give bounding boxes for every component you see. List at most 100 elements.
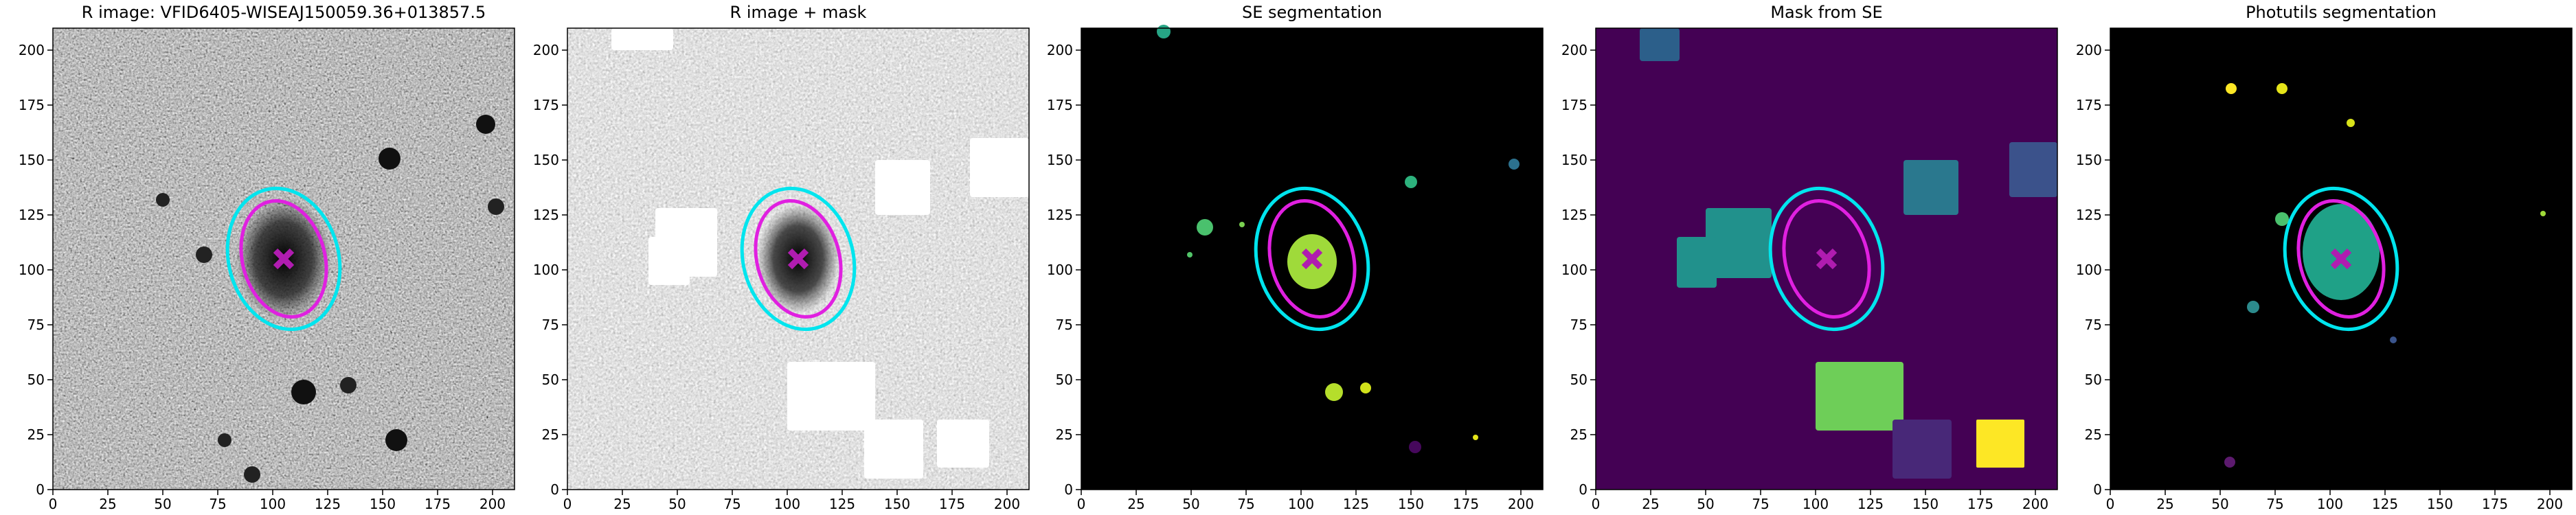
y-tick-label: 100 bbox=[1047, 262, 1073, 278]
y-tick-label: 75 bbox=[1056, 317, 1073, 333]
x-tick-label: 200 bbox=[2537, 496, 2563, 512]
axes-frame bbox=[2110, 27, 2573, 490]
panel-image bbox=[1596, 28, 2057, 490]
y-tick-label: 175 bbox=[19, 97, 45, 113]
x-tick-label: 25 bbox=[1127, 496, 1144, 512]
x-tick-label: 50 bbox=[154, 496, 171, 512]
x-tick-label: 200 bbox=[994, 496, 1020, 512]
x-tick-label: 0 bbox=[563, 496, 572, 512]
x-tick-label: 50 bbox=[2211, 496, 2228, 512]
y-tick-label: 0 bbox=[36, 481, 45, 498]
y-tick-label: 150 bbox=[1047, 152, 1073, 168]
y-tick-label: 25 bbox=[542, 426, 559, 443]
axes-frame bbox=[1595, 27, 2058, 490]
y-tick-label: 150 bbox=[2076, 152, 2102, 168]
panel-image bbox=[1081, 25, 1543, 490]
x-tick-label: 50 bbox=[1182, 496, 1199, 512]
x-tick-label: 75 bbox=[2266, 496, 2283, 512]
x-tick-label: 125 bbox=[1343, 496, 1369, 512]
panel-title: Photutils segmentation bbox=[2246, 3, 2437, 22]
y-tick-label: 25 bbox=[1570, 426, 1588, 443]
y-tick-label: 0 bbox=[2093, 481, 2102, 498]
y-tick-label: 0 bbox=[1579, 481, 1588, 498]
x-tick-label: 25 bbox=[2156, 496, 2173, 512]
panel-image bbox=[53, 28, 515, 490]
y-tick-label: 50 bbox=[542, 371, 559, 388]
x-tick-label: 0 bbox=[1077, 496, 1086, 512]
y-tick-label: 175 bbox=[533, 97, 559, 113]
x-tick-label: 75 bbox=[723, 496, 741, 512]
x-tick-label: 25 bbox=[613, 496, 631, 512]
y-tick-label: 50 bbox=[1056, 371, 1073, 388]
axes-frame bbox=[52, 27, 515, 490]
panel-title: Mask from SE bbox=[1770, 3, 1882, 22]
panel-title: R image: VFID6405-WISEAJ150059.36+013857… bbox=[82, 3, 486, 22]
x-tick-label: 75 bbox=[1237, 496, 1254, 512]
y-tick-label: 125 bbox=[1047, 207, 1073, 223]
y-tick-label: 200 bbox=[1047, 42, 1073, 58]
y-tick-label: 100 bbox=[2076, 262, 2102, 278]
x-tick-label: 0 bbox=[1592, 496, 1601, 512]
x-tick-label: 200 bbox=[479, 496, 506, 512]
panel-title: SE segmentation bbox=[1242, 3, 1382, 22]
y-tick-label: 200 bbox=[2076, 42, 2102, 58]
y-tick-label: 150 bbox=[1561, 152, 1588, 168]
x-tick-label: 175 bbox=[425, 496, 451, 512]
y-tick-label: 75 bbox=[542, 317, 559, 333]
x-tick-label: 0 bbox=[2106, 496, 2115, 512]
y-tick-label: 25 bbox=[27, 426, 45, 443]
x-tick-label: 50 bbox=[668, 496, 686, 512]
x-tick-label: 25 bbox=[1642, 496, 1659, 512]
y-tick-label: 50 bbox=[1570, 371, 1588, 388]
y-tick-label: 125 bbox=[19, 207, 45, 223]
y-tick-label: 75 bbox=[1570, 317, 1588, 333]
x-tick-label: 125 bbox=[1857, 496, 1884, 512]
x-tick-label: 175 bbox=[939, 496, 965, 512]
y-tick-label: 0 bbox=[1064, 481, 1073, 498]
y-tick-label: 75 bbox=[27, 317, 45, 333]
y-tick-label: 125 bbox=[533, 207, 559, 223]
x-tick-label: 150 bbox=[884, 496, 910, 512]
x-tick-label: 125 bbox=[315, 496, 341, 512]
panel-title: R image + mask bbox=[730, 3, 867, 22]
x-tick-label: 100 bbox=[260, 496, 286, 512]
y-tick-label: 50 bbox=[2085, 371, 2102, 388]
x-tick-label: 150 bbox=[1398, 496, 1424, 512]
x-tick-label: 75 bbox=[1752, 496, 1769, 512]
y-tick-label: 175 bbox=[2076, 97, 2102, 113]
axes-frame bbox=[567, 27, 1030, 490]
x-tick-label: 125 bbox=[829, 496, 855, 512]
y-tick-label: 175 bbox=[1561, 97, 1588, 113]
x-tick-label: 25 bbox=[99, 496, 116, 512]
x-tick-label: 150 bbox=[370, 496, 396, 512]
y-tick-label: 50 bbox=[27, 371, 45, 388]
y-tick-label: 100 bbox=[533, 262, 559, 278]
y-tick-label: 25 bbox=[1056, 426, 1073, 443]
y-tick-label: 200 bbox=[19, 42, 45, 58]
y-tick-label: 150 bbox=[533, 152, 559, 168]
y-tick-label: 100 bbox=[19, 262, 45, 278]
x-tick-label: 175 bbox=[1453, 496, 1479, 512]
y-tick-label: 200 bbox=[1561, 42, 1588, 58]
y-tick-label: 100 bbox=[1561, 262, 1588, 278]
y-tick-label: 25 bbox=[2085, 426, 2102, 443]
y-tick-label: 175 bbox=[1047, 97, 1073, 113]
x-tick-label: 150 bbox=[1912, 496, 1939, 512]
x-tick-label: 150 bbox=[2427, 496, 2453, 512]
x-tick-label: 50 bbox=[1697, 496, 1714, 512]
x-tick-label: 175 bbox=[1967, 496, 1993, 512]
x-tick-label: 200 bbox=[2022, 496, 2048, 512]
x-tick-label: 175 bbox=[2482, 496, 2508, 512]
x-tick-label: 100 bbox=[1288, 496, 1314, 512]
y-tick-label: 125 bbox=[1561, 207, 1588, 223]
x-tick-label: 125 bbox=[2372, 496, 2398, 512]
x-tick-label: 0 bbox=[49, 496, 58, 512]
x-tick-label: 75 bbox=[209, 496, 226, 512]
x-tick-label: 100 bbox=[774, 496, 800, 512]
y-tick-label: 125 bbox=[2076, 207, 2102, 223]
x-tick-label: 200 bbox=[1508, 496, 1534, 512]
panel-image bbox=[567, 28, 1029, 490]
panel-image bbox=[2110, 28, 2572, 490]
y-tick-label: 75 bbox=[2085, 317, 2102, 333]
